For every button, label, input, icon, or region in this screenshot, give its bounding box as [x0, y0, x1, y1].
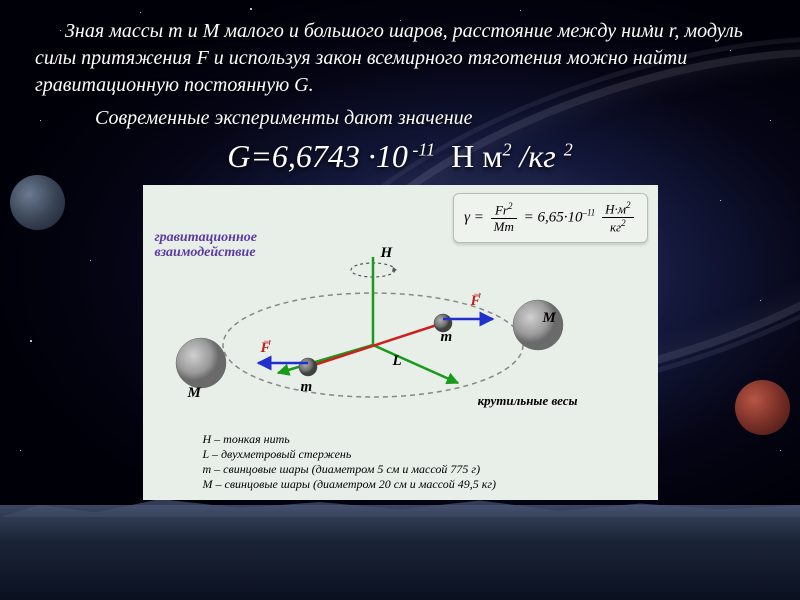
torsion-balance-label: крутильные весы	[478, 393, 578, 409]
label-L: L	[393, 353, 402, 370]
formula-exp: -11	[412, 139, 435, 159]
label-H: H	[381, 245, 393, 262]
formula-main: G=6,6743 ·10	[227, 138, 408, 174]
label-m-left: m	[301, 379, 313, 396]
label-M-left: M	[188, 385, 201, 402]
paragraph-1: Зная массы m и M малого и большого шаров…	[35, 18, 765, 99]
diagram-panel: гравитационное взаимодействие γ = Fr2Mm …	[143, 185, 658, 500]
legend-M: M – свинцовые шары (диаметром 20 см и ма…	[203, 477, 497, 492]
paragraph-2: Современные эксперименты дают значение	[35, 105, 765, 132]
legend-m: m – свинцовые шары (диаметром 5 см и мас…	[203, 462, 497, 477]
label-m-right: m	[441, 329, 453, 346]
formula-per: /кг	[511, 138, 563, 174]
legend-H: H – тонкая нить	[203, 432, 497, 447]
formula-units: Н м	[451, 138, 502, 174]
legend: H – тонкая нить L – двухметровый стержен…	[203, 432, 497, 492]
content: Зная массы m и M малого и большого шаров…	[35, 18, 765, 500]
formula: G=6,6743 ·10 -11 Н м2 /кг 2	[35, 138, 765, 175]
horizon	[0, 505, 800, 600]
paragraph-2-text: Современные эксперименты дают значение	[95, 107, 473, 129]
paragraph-1-text: Зная массы m и M малого и большого шаров…	[35, 20, 743, 96]
slide: Зная массы m и M малого и большого шаров…	[0, 0, 800, 600]
legend-L: L – двухметровый стержень	[203, 447, 497, 462]
label-F-left: →F	[261, 340, 271, 357]
label-M-right: M	[543, 310, 556, 327]
formula-unit-exp2: 2	[564, 139, 573, 159]
label-F-right: →F	[471, 293, 481, 310]
